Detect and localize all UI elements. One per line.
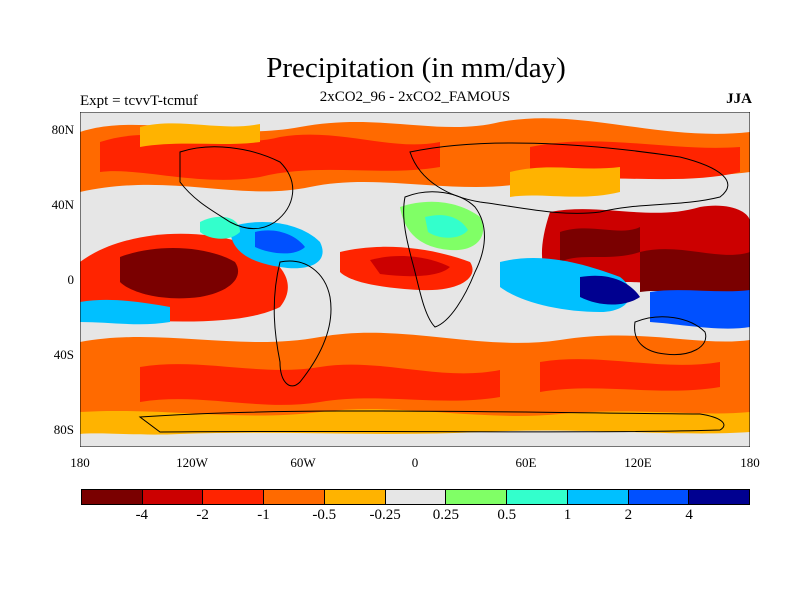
lon-tick-180e: 180 bbox=[740, 455, 760, 470]
colorbar-swatch bbox=[385, 490, 447, 504]
colorbar bbox=[81, 489, 750, 505]
colorbar-swatch bbox=[446, 490, 508, 504]
colorbar-swatch bbox=[324, 490, 386, 504]
lat-tick-80n: 80N bbox=[51, 122, 74, 137]
colorbar-label: -1 bbox=[257, 507, 270, 523]
lon-tick-60w: 60W bbox=[290, 455, 316, 470]
colorbar-label: -2 bbox=[196, 507, 209, 523]
lat-tick-80s: 80S bbox=[53, 422, 74, 437]
colorbar-swatch bbox=[82, 490, 143, 504]
lon-tick-60e: 60E bbox=[515, 455, 537, 470]
colorbar-swatch bbox=[689, 490, 750, 504]
colorbar-label: 4 bbox=[685, 507, 693, 523]
colorbar-swatch bbox=[628, 490, 690, 504]
colorbar-swatch bbox=[507, 490, 568, 504]
colorbar-label: 0.25 bbox=[432, 507, 460, 523]
lat-tick-0: 0 bbox=[67, 272, 75, 287]
colorbar-label: 1 bbox=[563, 507, 572, 523]
precipitation-map bbox=[80, 112, 750, 447]
colorbar-label: -4 bbox=[135, 507, 149, 523]
lon-tick-120w: 120W bbox=[176, 455, 208, 470]
lat-tick-40n: 40N bbox=[51, 197, 74, 212]
colorbar-swatch bbox=[567, 490, 629, 504]
experiment-label: Expt = tcvvT-tcmuf bbox=[80, 93, 198, 109]
colorbar-swatch bbox=[203, 490, 265, 504]
colorbar-label: 0.5 bbox=[497, 507, 517, 523]
subtitle: 2xCO2_96 - 2xCO2_FAMOUS bbox=[319, 89, 511, 105]
lon-tick-0: 0 bbox=[411, 455, 419, 470]
colorbar-label: -0.5 bbox=[312, 507, 337, 523]
colorbar-label: -0.25 bbox=[369, 507, 401, 523]
page-title: Precipitation (in mm/day) bbox=[266, 52, 566, 84]
lon-tick-120e: 120E bbox=[624, 455, 652, 470]
colorbar-swatch bbox=[142, 490, 204, 504]
lat-tick-40s: 40S bbox=[53, 347, 74, 362]
colorbar-swatch bbox=[264, 490, 325, 504]
colorbar-label: 2 bbox=[624, 507, 633, 523]
lon-tick-180w: 180 bbox=[70, 455, 90, 470]
season-label: JJA bbox=[726, 91, 752, 107]
